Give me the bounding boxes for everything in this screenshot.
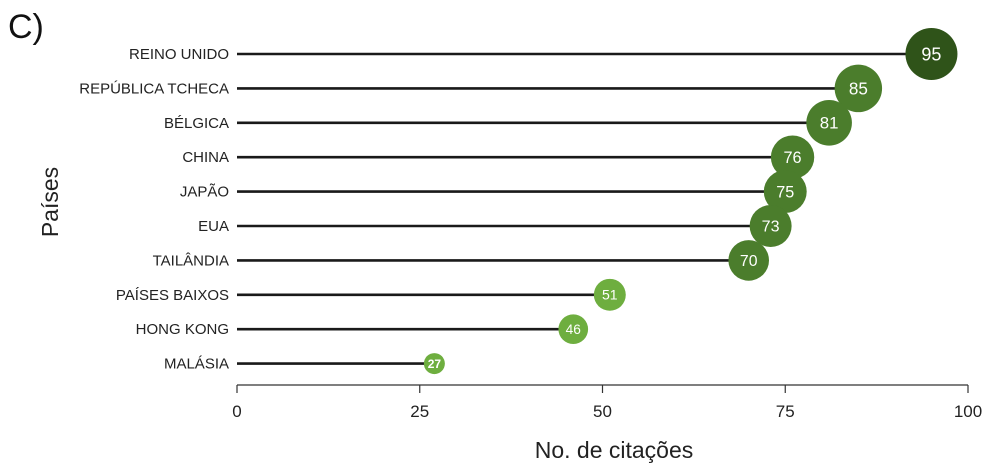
marker-0 [905, 28, 958, 80]
category-label: HONG KONG [136, 321, 229, 338]
category-label: TAILÂNDIA [153, 252, 229, 269]
category-label: REPÚBLICA TCHECA [79, 80, 229, 97]
x-tick-label: 25 [410, 402, 429, 421]
data-label: 73 [762, 218, 780, 236]
y-axis-title: Países [37, 167, 63, 237]
category-label: JAPÃO [180, 184, 229, 201]
data-label: 95 [921, 44, 941, 64]
x-tick-label: 75 [776, 402, 795, 421]
category-label: PAÍSES BAIXOS [116, 287, 229, 304]
marker-9 [423, 353, 445, 375]
category-label: REINO UNIDO [129, 46, 229, 63]
stems-group [237, 52, 932, 365]
marker-8 [558, 314, 589, 345]
data-label: 81 [820, 114, 839, 133]
x-axis-title: No. de citações [535, 437, 694, 463]
category-labels-group: REINO UNIDO REPÚBLICA TCHECA BÉLGICA CHINA J… [79, 46, 229, 373]
data-label: 75 [776, 183, 794, 201]
data-label: 51 [602, 287, 618, 303]
marker-7 [593, 278, 626, 311]
category-label: MALÁSIA [164, 356, 229, 373]
marker-2 [806, 99, 852, 146]
marker-4 [763, 170, 807, 214]
x-tick-label: 100 [954, 402, 982, 421]
x-axis: 0 25 50 75 100 [232, 384, 982, 421]
marker-5 [749, 205, 792, 247]
category-label: EUA [198, 218, 229, 235]
data-label: 76 [783, 149, 801, 167]
marker-6 [728, 240, 770, 281]
x-tick-label: 50 [593, 402, 612, 421]
category-label: CHINA [182, 149, 229, 166]
data-label: 46 [566, 322, 582, 337]
marker-1 [834, 64, 883, 113]
panel-label: C) [8, 8, 44, 46]
category-label: BÉLGICA [164, 115, 229, 132]
marker-3 [770, 135, 815, 179]
data-label: 70 [740, 253, 758, 270]
data-label: 85 [849, 79, 868, 98]
x-tick-label: 0 [232, 402, 241, 421]
data-label: 27 [428, 357, 442, 371]
